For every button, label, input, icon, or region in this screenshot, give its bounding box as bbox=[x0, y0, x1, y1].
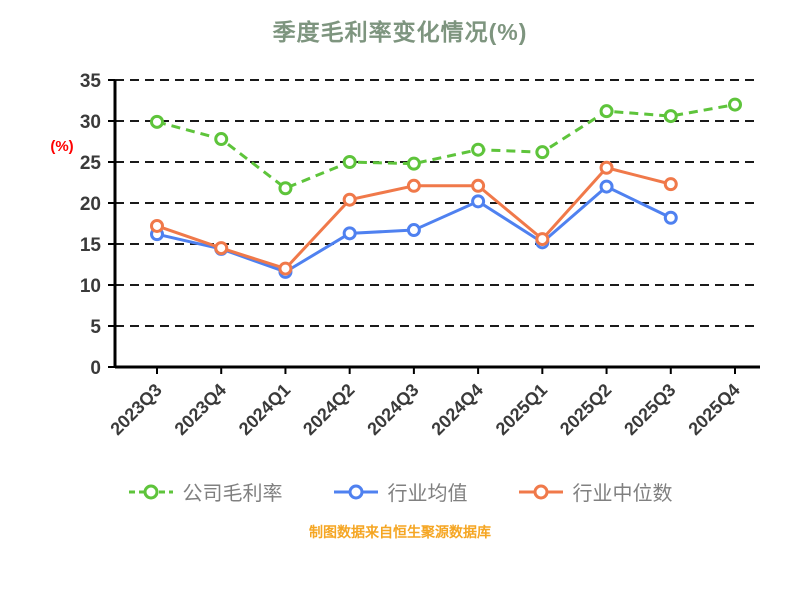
data-point bbox=[406, 178, 421, 193]
data-point bbox=[599, 179, 614, 194]
data-point bbox=[278, 261, 293, 276]
series-line-0 bbox=[156, 103, 736, 190]
y-tick-label: 10 bbox=[80, 276, 101, 297]
data-point bbox=[214, 241, 229, 256]
data-point bbox=[663, 210, 678, 225]
x-tick-label: 2023Q3 bbox=[106, 380, 165, 439]
y-tick-label: 0 bbox=[90, 358, 101, 379]
legend-label: 行业均值 bbox=[387, 483, 468, 505]
legend-item-industry-average[interactable]: 行业均值 bbox=[333, 477, 468, 506]
data-point bbox=[406, 223, 421, 238]
legend-item-company-margin[interactable]: 公司毛利率 bbox=[128, 477, 283, 506]
x-tick-label: 2023Q4 bbox=[171, 380, 230, 439]
x-tick-label: 2025Q1 bbox=[492, 380, 551, 439]
data-point bbox=[535, 232, 550, 247]
x-tick-label: 2024Q1 bbox=[235, 380, 294, 439]
data-point bbox=[471, 142, 486, 157]
data-point bbox=[342, 226, 357, 241]
y-tick-label: 20 bbox=[80, 194, 101, 215]
y-tick-label: 15 bbox=[80, 235, 102, 256]
x-tick-label: 2024Q3 bbox=[363, 380, 422, 439]
chart-legend: 公司毛利率 行业均值 行业中位数 bbox=[0, 477, 800, 506]
data-point bbox=[471, 178, 486, 193]
legend-label: 行业中位数 bbox=[572, 483, 673, 505]
chart-title: 季度毛利率变化情况(%) bbox=[272, 19, 528, 45]
data-source-note: 制图数据来自恒生聚源数据库 bbox=[309, 524, 491, 540]
data-point bbox=[599, 104, 614, 119]
data-point bbox=[150, 114, 164, 129]
data-point bbox=[535, 145, 550, 160]
x-tick-label: 2024Q4 bbox=[427, 380, 486, 439]
x-tick-label: 2025Q4 bbox=[684, 380, 743, 439]
data-point bbox=[728, 97, 742, 112]
data-point bbox=[663, 177, 678, 192]
data-point bbox=[342, 155, 357, 169]
data-point bbox=[663, 109, 678, 124]
y-tick-label: 35 bbox=[80, 71, 102, 92]
x-tick-label: 2024Q2 bbox=[299, 380, 358, 439]
legend-marker-icon bbox=[128, 484, 173, 499]
data-point bbox=[214, 132, 229, 147]
y-tick-label: 25 bbox=[80, 153, 102, 174]
data-point bbox=[471, 194, 486, 209]
legend-item-industry-median[interactable]: 行业中位数 bbox=[518, 477, 673, 506]
data-point bbox=[150, 218, 164, 233]
data-point bbox=[342, 192, 357, 207]
y-axis-unit-label: (%) bbox=[50, 138, 73, 155]
x-tick-label: 2025Q3 bbox=[620, 380, 679, 439]
legend-marker-icon bbox=[333, 484, 378, 499]
data-point bbox=[406, 156, 421, 171]
y-tick-label: 5 bbox=[90, 317, 101, 338]
legend-marker-icon bbox=[518, 484, 563, 499]
x-tick-label: 2025Q2 bbox=[556, 380, 615, 439]
legend-label: 公司毛利率 bbox=[182, 483, 283, 505]
data-point bbox=[599, 160, 614, 175]
data-point bbox=[278, 181, 293, 196]
y-tick-label: 30 bbox=[80, 112, 101, 133]
